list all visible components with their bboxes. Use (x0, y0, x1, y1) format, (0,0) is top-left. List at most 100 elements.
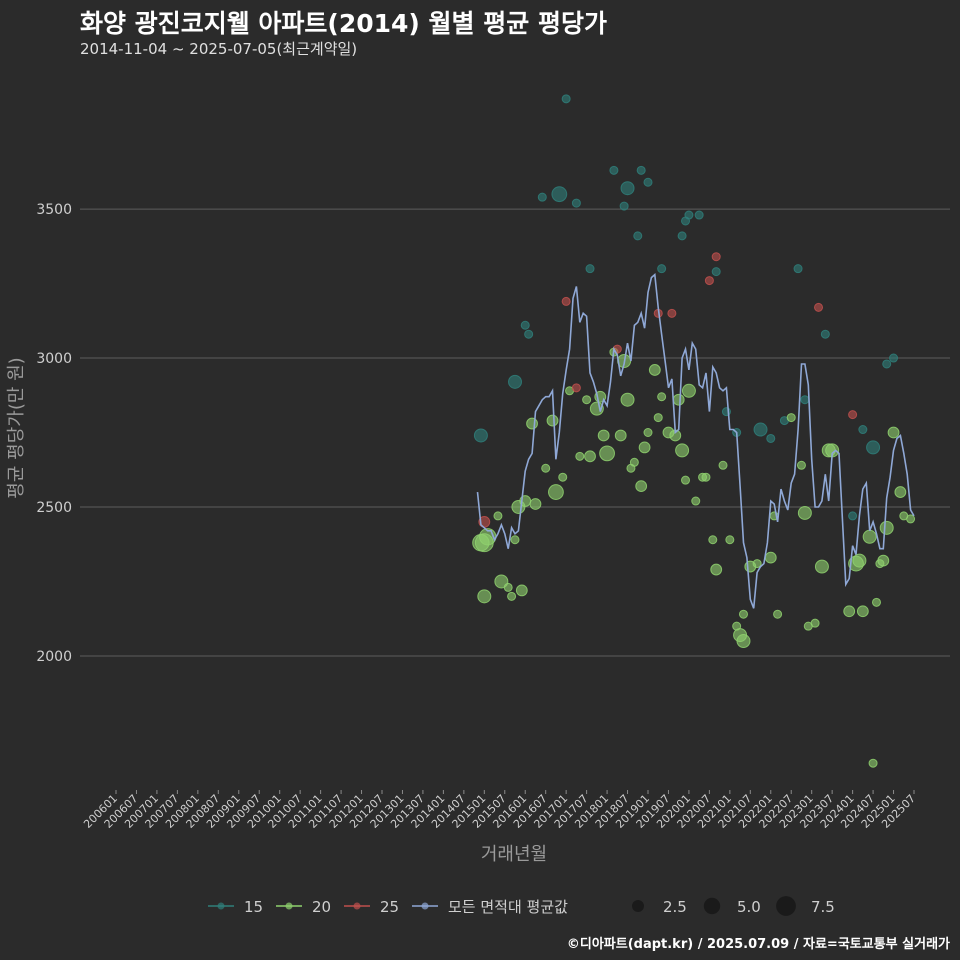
data-point (633, 231, 643, 241)
data-point (619, 201, 629, 211)
data-point (510, 535, 520, 545)
data-point (473, 428, 488, 443)
data-point (629, 457, 639, 467)
data-point (894, 486, 907, 498)
data-point (503, 582, 513, 592)
data-point (691, 496, 701, 506)
data-point (541, 463, 551, 473)
data-point (862, 529, 877, 544)
legend-size-label: 5.0 (737, 898, 761, 916)
data-point (614, 429, 627, 442)
data-point (653, 413, 663, 423)
data-point (856, 605, 869, 618)
data-point (711, 267, 721, 277)
data-point (710, 563, 723, 576)
legend-size-label: 2.5 (663, 898, 687, 916)
data-point (889, 353, 899, 363)
data-point (708, 535, 718, 545)
legend-size-dot (632, 900, 644, 912)
data-point (529, 498, 542, 510)
data-point (635, 480, 648, 493)
legend-size-dot (776, 896, 796, 916)
data-point (675, 443, 690, 458)
data-point (657, 264, 667, 274)
data-point (848, 410, 858, 420)
data-point (643, 428, 653, 437)
data-point (548, 484, 564, 500)
data-point (764, 551, 777, 564)
data-point (797, 505, 812, 520)
data-point (620, 392, 635, 407)
data-point (575, 451, 585, 461)
data-point (879, 520, 894, 535)
legend-label: 20 (312, 898, 331, 916)
data-point (701, 472, 711, 482)
data-point (796, 460, 806, 470)
legend-label: 모든 면적대 평균값 (448, 898, 568, 916)
data-point (609, 165, 619, 175)
data-point (866, 440, 881, 455)
data-point (736, 634, 751, 649)
data-point (871, 597, 881, 607)
data-point (537, 192, 547, 202)
legend-size-dot (703, 897, 721, 915)
data-point (493, 511, 503, 521)
data-point (599, 445, 615, 462)
data-point (752, 559, 762, 569)
data-point (677, 231, 687, 241)
average-line (476, 272, 915, 609)
data-point (636, 165, 646, 175)
legend-key-dot (285, 902, 293, 910)
data-point (561, 94, 571, 104)
data-point (852, 553, 867, 568)
x-axis-title: 거래년월 (481, 844, 547, 865)
y-tick-labels: 2000 2500 3000 3500 (36, 202, 72, 665)
data-point (681, 475, 691, 485)
data-point (793, 264, 803, 274)
legend-key-dot (421, 902, 429, 910)
legend-size-label: 7.5 (811, 898, 835, 916)
data-point (738, 609, 748, 619)
legend-label: 25 (380, 898, 399, 916)
chart-subtitle: 2014-11-04 ~ 2025-07-05(최근계약일) (80, 40, 358, 58)
data-point (877, 554, 890, 567)
data-point (561, 296, 571, 306)
y-tick-label: 3500 (36, 202, 72, 218)
data-point (589, 401, 604, 416)
chart-title: 화양 광진코지웰 아파트(2014) 월별 평균 평당가 (80, 9, 607, 38)
y-tick-label: 3000 (36, 351, 72, 367)
data-point (800, 395, 810, 405)
data-points (472, 94, 916, 768)
data-point (843, 605, 856, 618)
data-point (515, 584, 528, 597)
data-point (585, 264, 595, 274)
x-tick-labels: 2006012006072007012007072008012008072009… (81, 790, 918, 831)
data-point (672, 393, 685, 406)
data-point (882, 359, 892, 369)
data-point (684, 210, 694, 220)
data-point (582, 395, 592, 405)
data-point (820, 329, 830, 339)
data-point (711, 252, 721, 262)
data-point (520, 320, 530, 330)
legend-key-dot (217, 902, 225, 910)
data-point (638, 441, 651, 454)
data-point (725, 535, 735, 545)
data-point (786, 413, 796, 423)
data-point (524, 329, 534, 339)
data-point (858, 425, 868, 435)
data-point (571, 198, 581, 208)
data-point (657, 392, 667, 402)
data-point (508, 374, 522, 389)
gridlines (80, 208, 950, 657)
data-point (648, 364, 661, 376)
data-point (753, 422, 768, 437)
data-point (571, 383, 581, 393)
data-point (681, 383, 696, 398)
data-point (887, 426, 900, 439)
data-point (704, 276, 714, 286)
data-point (551, 186, 568, 203)
credit-note: ©디아파트(dapt.kr) / 2025.07.09 / 자료=국토교통부 실… (566, 937, 950, 952)
legend: 15 20 25 모든 면적대 평균값 2.5 5.0 7.5 (208, 896, 835, 916)
